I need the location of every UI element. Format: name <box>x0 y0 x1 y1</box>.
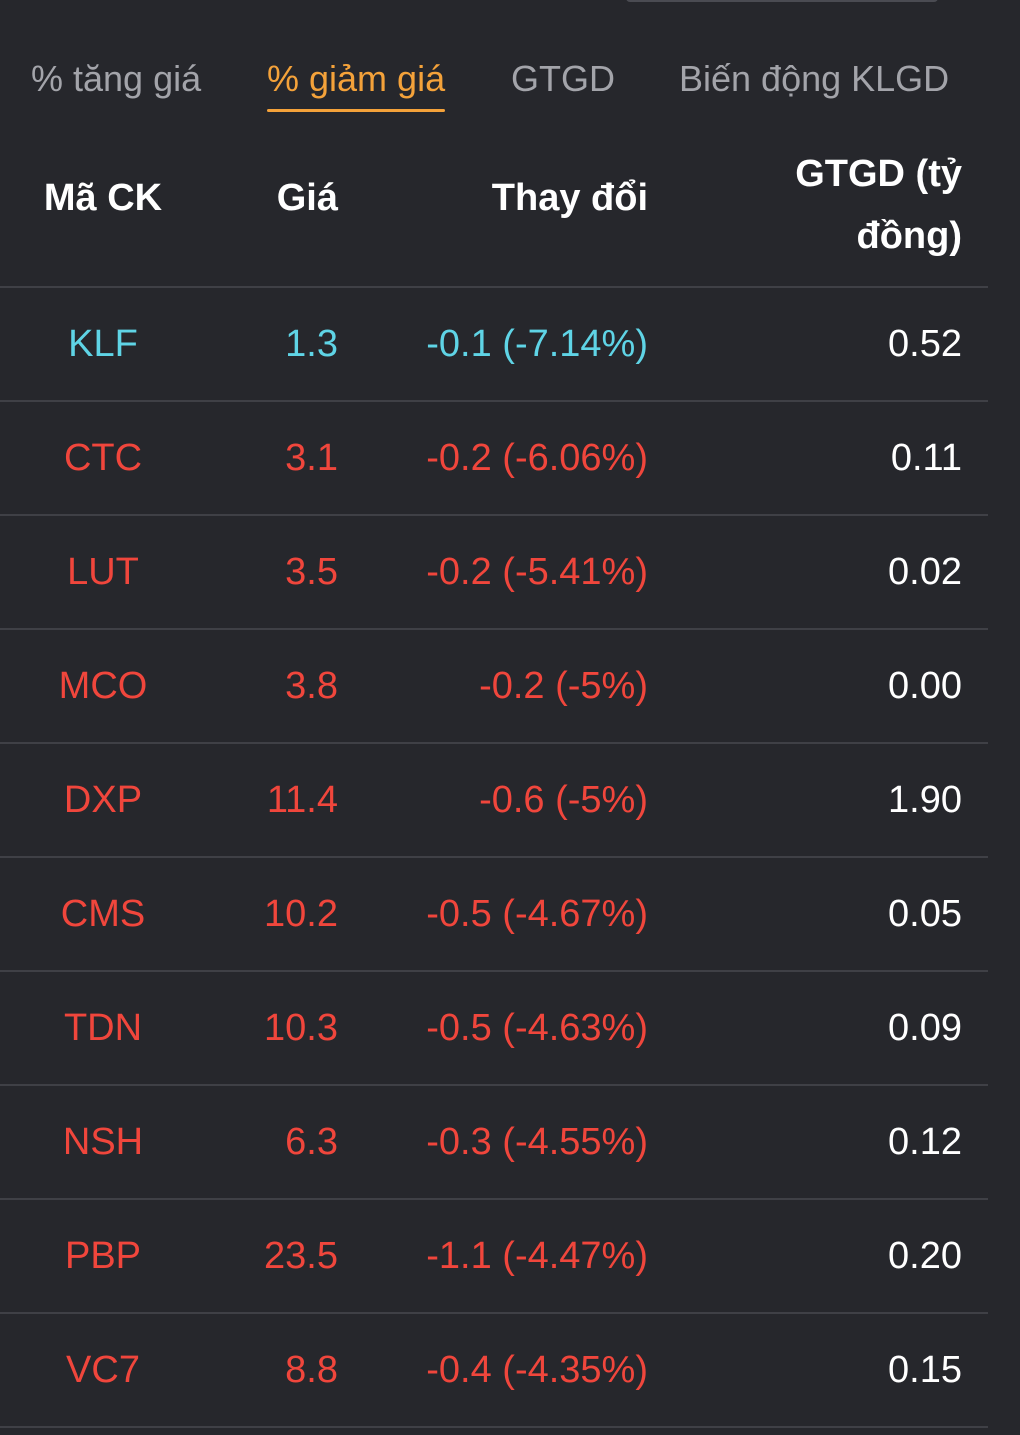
stock-change: -0.5 (-4.67%) <box>426 893 648 935</box>
tab-label: % giảm giá <box>267 58 446 99</box>
stock-price: 23.5 <box>264 1235 338 1277</box>
tab-label: Biến động KLGD <box>679 58 950 99</box>
stock-change: -0.5 (-4.63%) <box>426 1007 648 1049</box>
column-header-trading-value[interactable]: GTGD (tỷ đồng) <box>795 153 962 257</box>
column-header-price[interactable]: Giá <box>276 177 338 219</box>
active-tab-indicator <box>267 109 446 112</box>
stock-code: NSH <box>62 1121 144 1163</box>
stock-code: KLF <box>68 323 138 365</box>
stock-trading-value: 0.09 <box>888 1007 962 1049</box>
stock-trading-value: 0.02 <box>888 551 962 593</box>
stock-price: 8.8 <box>285 1349 338 1391</box>
stock-trading-value: 0.15 <box>888 1349 962 1391</box>
tab-top-losers[interactable]: % giảm giá <box>267 56 446 112</box>
tab-top-gainers[interactable]: % tăng giá <box>31 56 201 102</box>
tab-label: GTGD <box>511 58 615 99</box>
stock-price: 1.3 <box>285 323 338 365</box>
table-row[interactable]: KLF 1.3 -0.1 (-7.14%) 0.52 <box>0 288 988 402</box>
table-row[interactable]: PBP 23.5 -1.1 (-4.47%) 0.20 <box>0 1200 988 1314</box>
table-row[interactable]: LUT 3.5 -0.2 (-5.41%) 0.02 <box>0 516 988 630</box>
tab-bar: % tăng giá % giảm giá GTGD Biến động KLG… <box>0 0 1020 120</box>
stock-table: Mã CK Giá Thay đổi GTGD (tỷ đồng) KLF 1.3… <box>0 130 988 1428</box>
table-row[interactable]: VC7 8.8 -0.4 (-4.35%) 0.15 <box>0 1314 988 1428</box>
stock-price: 3.8 <box>285 665 338 707</box>
stock-change: -0.1 (-7.14%) <box>426 323 648 365</box>
stock-change: -0.2 (-6.06%) <box>426 437 648 479</box>
table-row[interactable]: CMS 10.2 -0.5 (-4.67%) 0.05 <box>0 858 988 972</box>
stock-code: VC7 <box>66 1349 140 1391</box>
table-row[interactable]: TDN 10.3 -0.5 (-4.63%) 0.09 <box>0 972 988 1086</box>
stock-change: -0.6 (-5%) <box>479 779 648 821</box>
stock-trading-value: 0.05 <box>888 893 962 935</box>
stock-code: CMS <box>60 893 146 935</box>
tab-trading-value[interactable]: GTGD <box>511 56 615 102</box>
stock-code: MCO <box>58 665 148 707</box>
table-body: KLF 1.3 -0.1 (-7.14%) 0.52 CTC 3.1 -0.2 (-6.06… <box>0 288 988 1428</box>
stock-change: -0.2 (-5.41%) <box>426 551 648 593</box>
stock-change: -0.4 (-4.35%) <box>426 1349 648 1391</box>
stock-trading-value: 0.00 <box>888 665 962 707</box>
table-header: Mã CK Giá Thay đổi GTGD (tỷ đồng) <box>0 130 988 288</box>
stock-code: PBP <box>64 1235 142 1277</box>
stock-price: 10.3 <box>264 1007 338 1049</box>
stock-price: 3.5 <box>285 551 338 593</box>
stock-code: DXP <box>63 779 143 821</box>
tab-volume-change[interactable]: Biến động KLGD <box>679 56 949 102</box>
stock-change: -0.2 (-5%) <box>479 665 648 707</box>
stock-change: -0.3 (-4.55%) <box>426 1121 648 1163</box>
table-row[interactable]: NSH 6.3 -0.3 (-4.55%) 0.12 <box>0 1086 988 1200</box>
stock-trading-value: 0.12 <box>888 1121 962 1163</box>
stock-price: 3.1 <box>285 437 338 479</box>
stock-trading-value: 1.90 <box>888 779 962 821</box>
stock-code: LUT <box>67 551 139 593</box>
stock-price: 6.3 <box>285 1121 338 1163</box>
panel-drag-handle[interactable] <box>626 0 938 2</box>
stock-trading-value: 0.20 <box>888 1235 962 1277</box>
stock-price: 11.4 <box>266 779 338 821</box>
stock-price: 10.2 <box>264 893 338 935</box>
table-row[interactable]: DXP 11.4 -0.6 (-5%) 1.90 <box>0 744 988 858</box>
column-header-code[interactable]: Mã CK <box>43 177 163 219</box>
table-row[interactable]: MCO 3.8 -0.2 (-5%) 0.00 <box>0 630 988 744</box>
table-row[interactable]: CTC 3.1 -0.2 (-6.06%) 0.11 <box>0 402 988 516</box>
stock-code: TDN <box>63 1007 143 1049</box>
column-header-change[interactable]: Thay đổi <box>491 177 648 219</box>
stock-code: CTC <box>63 437 143 479</box>
stock-trading-value: 0.11 <box>890 437 962 479</box>
stock-change: -1.1 (-4.47%) <box>426 1235 648 1277</box>
stock-trading-value: 0.52 <box>888 323 962 365</box>
tab-label: % tăng giá <box>31 58 202 99</box>
